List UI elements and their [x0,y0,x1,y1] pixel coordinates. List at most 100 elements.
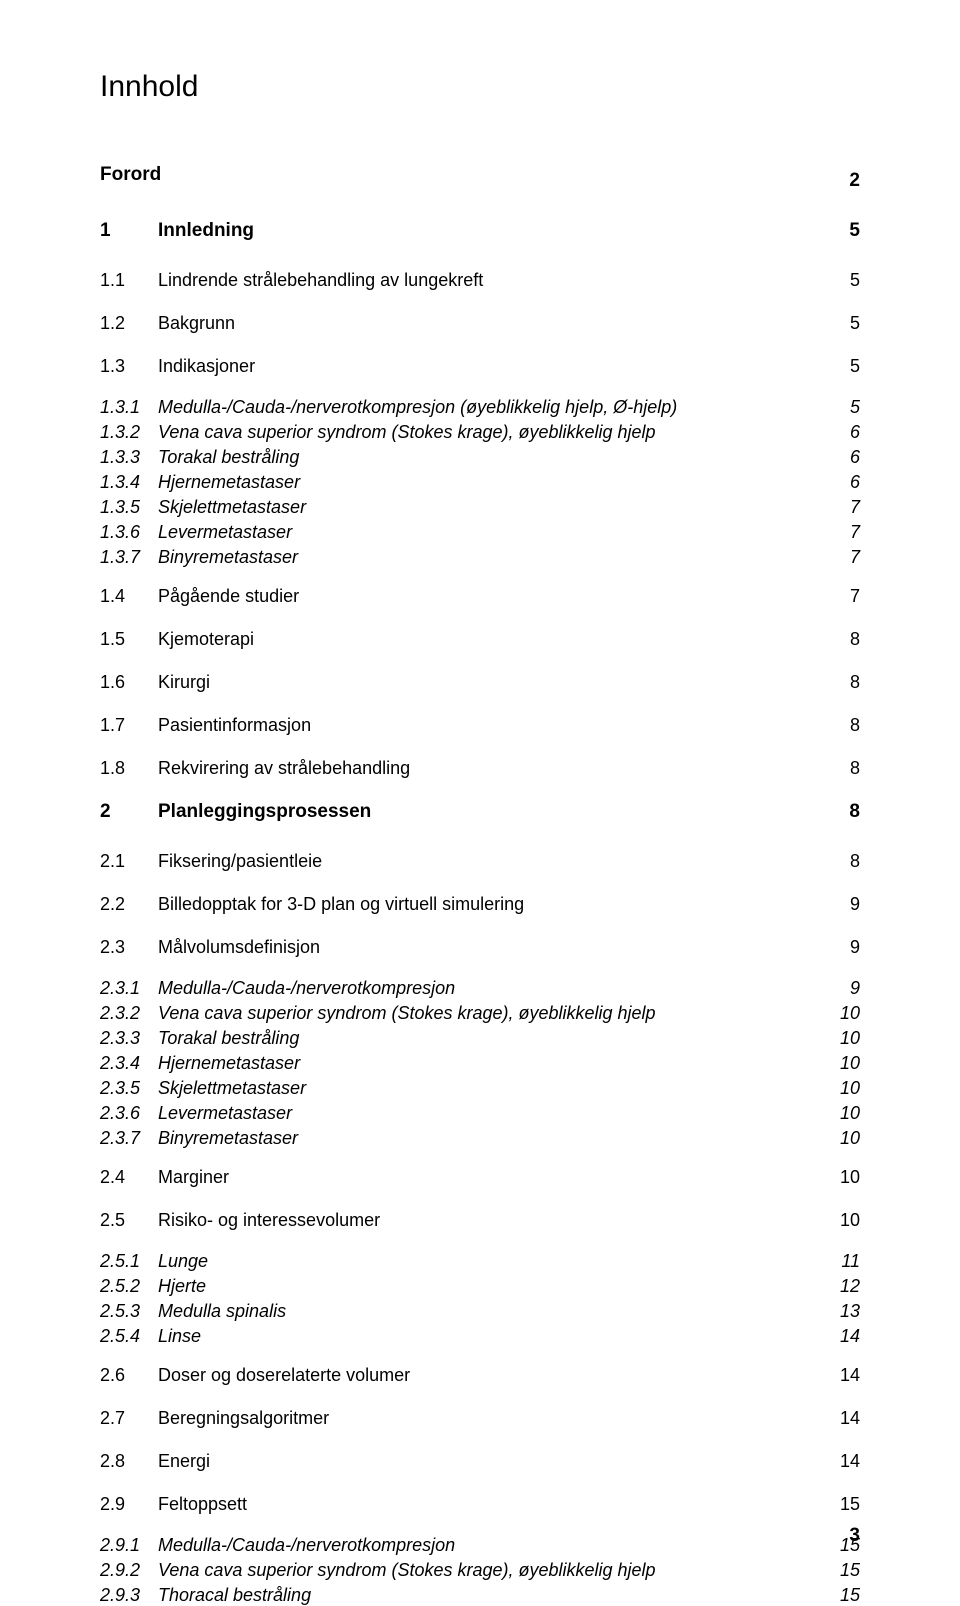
toc-entry: 1.3.2Vena cava superior syndrom (Stokes … [100,422,860,443]
toc-entry-number: 2.9 [100,1494,158,1515]
toc-entry: 1.1Lindrende strålebehandling av lungekr… [100,270,860,291]
toc-entry-page: 14 [820,1326,860,1347]
toc-entry-left: 2.1Fiksering/pasientleie [100,851,322,872]
toc-subgroup: 2.5.1Lunge 11 2.5.2Hjerte12 2.5.3Medulla sp… [100,1251,860,1347]
toc-entry-number: 2.9.2 [100,1560,158,1581]
toc-entry-left: 2.3.2Vena cava superior syndrom (Stokes … [100,1003,656,1024]
toc-entry-label: Planleggingsprosessen [158,801,371,823]
toc-entry-label: Hjernemetastaser [158,472,300,493]
toc-entry: 1.3.7Binyremetastaser7 [100,547,860,568]
toc-entry-left: 2.5.1Lunge [100,1251,208,1272]
toc-entry: 1.7Pasientinformasjon8 [100,715,860,736]
toc-entry-label: Fiksering/pasientleie [158,851,322,872]
toc-entry-label: Kjemoterapi [158,629,254,650]
toc-entry-number: 2.2 [100,894,158,915]
toc-entry-number: 1.4 [100,586,158,607]
toc-entry-left: 1.3.5Skjelettmetastaser [100,497,306,518]
toc-entry-left: 2.3.6Levermetastaser [100,1103,292,1124]
toc-entry-page: 14 [820,1365,860,1386]
toc-entry-page: 10 [820,1028,860,1049]
toc-entry-left: 2.7Beregningsalgoritmer [100,1408,329,1429]
toc-entry-label: Målvolumsdefinisjon [158,937,320,958]
toc-entry-label: Medulla-/Cauda-/nerverotkompresjon [158,1535,455,1556]
toc-entry: 1.4Pågående studier7 [100,586,860,607]
toc-entry-page: 10 [820,1210,860,1231]
toc-entry-number: 1.3.7 [100,547,158,568]
toc-entry-left: 2.5.3Medulla spinalis [100,1301,286,1322]
toc-entry-left: 1.3.1Medulla-/Cauda-/nerverotkompresjon … [100,397,677,418]
toc-entry: 2.3.7Binyremetastaser10 [100,1128,860,1149]
toc-entry-left: 1.2Bakgrunn [100,313,235,334]
toc-entry-label: Marginer [158,1167,229,1188]
toc-entry-page: 11 [820,1251,860,1272]
toc-entry-page: 5 [820,397,860,418]
toc-entry-number: 2.3.6 [100,1103,158,1124]
toc-entry-left: 2Planleggingsprosessen [100,801,371,823]
toc-entry: 2.3.4Hjernemetastaser10 [100,1053,860,1074]
toc-entry-page: 10 [820,1167,860,1188]
toc-entry-number: 1.3.4 [100,472,158,493]
toc-entry-number: 1.3 [100,356,158,377]
toc-entry-number: 2.5.1 [100,1251,158,1272]
toc-entry-number: 2.3.1 [100,978,158,999]
toc-entry-page: 8 [820,715,860,736]
toc-entry-left: 2.3.5Skjelettmetastaser [100,1078,306,1099]
toc-entry: 1.6Kirurgi8 [100,672,860,693]
toc-entry-page: 5 [820,220,860,242]
toc-entry: 1.3.4Hjernemetastaser6 [100,472,860,493]
toc-entry-left: 2.9.3Thoracal bestråling [100,1585,311,1606]
toc-subgroup: 2.3.1Medulla-/Cauda-/nerverotkompresjon 9… [100,978,860,1149]
toc-entry: 2.5.2Hjerte12 [100,1276,860,1297]
toc-entry-label: Medulla-/Cauda-/nerverotkompresjon [158,978,455,999]
toc-entry-left: 1.5Kjemoterapi [100,629,254,650]
toc-entry-label: Risiko- og interessevolumer [158,1210,380,1231]
toc-entry-number: 2.4 [100,1167,158,1188]
toc-entry-label: Medulla-/Cauda-/nerverotkompresjon (øyeb… [158,397,677,418]
toc-entry-page: 7 [820,522,860,543]
toc-entry-page: 15 [820,1494,860,1515]
toc-entry-label: Indikasjoner [158,356,255,377]
toc-entry-number: 2.3.5 [100,1078,158,1099]
toc-entry-left: 2.5.2Hjerte [100,1276,206,1297]
toc-entry-number: 2.9.3 [100,1585,158,1606]
toc-entry-left: 1.6Kirurgi [100,672,210,693]
toc-entry: 2.7Beregningsalgoritmer14 [100,1408,860,1429]
toc-entry-page: 9 [820,894,860,915]
toc-entry-left: 2.3Målvolumsdefinisjon [100,937,320,958]
toc-entry-number: 2.6 [100,1365,158,1386]
toc-entry: 2.6Doser og doserelaterte volumer14 [100,1365,860,1386]
toc-entry-page: 10 [820,1078,860,1099]
toc-entry-label: Forord [100,164,161,186]
toc-entry-page: 10 [820,1053,860,1074]
toc-entry: 2.3.5Skjelettmetastaser 10 [100,1078,860,1099]
toc-entry: 2.4Marginer 10 [100,1167,860,1188]
toc-entry: 1.2Bakgrunn5 [100,313,860,334]
toc-entry: 1.3.1Medulla-/Cauda-/nerverotkompresjon … [100,397,860,418]
toc-entry-number: 2.3.3 [100,1028,158,1049]
toc-entry: 2.9.2Vena cava superior syndrom (Stokes … [100,1560,860,1581]
toc-entry-left: 1.3.6Levermetastaser [100,522,292,543]
toc-entry: 2.3.1Medulla-/Cauda-/nerverotkompresjon 9 [100,978,860,999]
toc-entry: 2.8Energi14 [100,1451,860,1472]
toc-entry-left: 2.5Risiko- og interessevolumer [100,1210,380,1231]
toc-entry: 2.5Risiko- og interessevolumer 10 [100,1210,860,1231]
toc-entry-left: 2.3.7Binyremetastaser [100,1128,298,1149]
toc-entry-label: Thoracal bestråling [158,1585,311,1606]
toc-entry-left: 2.3.3Torakal bestråling [100,1028,299,1049]
toc-entry: 2.3Målvolumsdefinisjon9 [100,937,860,958]
toc-entry-left: 2.9Feltoppsett [100,1494,247,1515]
toc-entry: 2.3.3Torakal bestråling 10 [100,1028,860,1049]
toc-entry-label: Hjerte [158,1276,206,1297]
toc-entry-page: 9 [820,978,860,999]
toc-entry-number: 1.2 [100,313,158,334]
toc-entry-number: 1.3.5 [100,497,158,518]
toc-entry-number: 1.3.2 [100,422,158,443]
toc-entry-label: Lunge [158,1251,208,1272]
toc-entry: 2.9.1Medulla-/Cauda-/nerverotkompresjon1… [100,1535,860,1556]
toc-entry-left: 2.3.1Medulla-/Cauda-/nerverotkompresjon [100,978,455,999]
toc-subgroup: 2.9.1Medulla-/Cauda-/nerverotkompresjon1… [100,1535,860,1606]
toc-entry-label: Feltoppsett [158,1494,247,1515]
toc-entry: 2.3.2Vena cava superior syndrom (Stokes … [100,1003,860,1024]
toc-entry-label: Torakal bestråling [158,447,299,468]
toc-entry-page: 2 [820,170,860,192]
